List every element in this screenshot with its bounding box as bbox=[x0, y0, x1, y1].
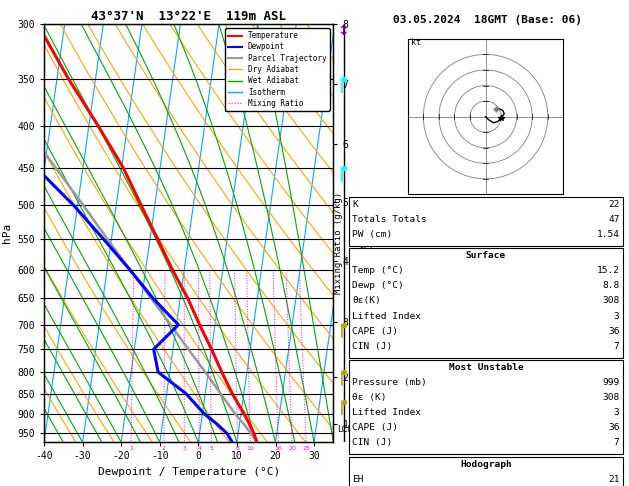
Text: Pressure (mb): Pressure (mb) bbox=[352, 378, 427, 387]
Text: 308: 308 bbox=[603, 296, 620, 306]
Text: 8.8: 8.8 bbox=[603, 281, 620, 291]
Text: Most Unstable: Most Unstable bbox=[448, 363, 523, 372]
Text: 1: 1 bbox=[129, 447, 133, 451]
Text: 1.54: 1.54 bbox=[596, 230, 620, 239]
Text: 999: 999 bbox=[603, 378, 620, 387]
Text: EH: EH bbox=[352, 475, 364, 484]
Text: 10: 10 bbox=[247, 447, 254, 451]
Text: 7: 7 bbox=[614, 438, 620, 448]
Text: θε(K): θε(K) bbox=[352, 296, 381, 306]
Legend: Temperature, Dewpoint, Parcel Trajectory, Dry Adiabat, Wet Adiabat, Isotherm, Mi: Temperature, Dewpoint, Parcel Trajectory… bbox=[225, 28, 330, 111]
Text: 3: 3 bbox=[182, 447, 186, 451]
Text: 36: 36 bbox=[608, 327, 620, 336]
Text: 8: 8 bbox=[235, 447, 240, 451]
Text: © weatheronline.co.uk: © weatheronline.co.uk bbox=[431, 467, 544, 476]
Text: K: K bbox=[352, 200, 358, 209]
Text: CIN (J): CIN (J) bbox=[352, 438, 392, 448]
Text: 22: 22 bbox=[608, 200, 620, 209]
Text: 20: 20 bbox=[288, 447, 296, 451]
Text: 03.05.2024  18GMT (Base: 06): 03.05.2024 18GMT (Base: 06) bbox=[393, 15, 582, 25]
Text: 308: 308 bbox=[603, 393, 620, 402]
Text: 2: 2 bbox=[162, 447, 166, 451]
Text: 3: 3 bbox=[614, 408, 620, 417]
Text: 21: 21 bbox=[608, 475, 620, 484]
Text: Surface: Surface bbox=[466, 251, 506, 260]
Text: CAPE (J): CAPE (J) bbox=[352, 423, 398, 433]
Text: PW (cm): PW (cm) bbox=[352, 230, 392, 239]
Text: 25: 25 bbox=[302, 447, 310, 451]
Title: 43°37'N  13°22'E  119m ASL: 43°37'N 13°22'E 119m ASL bbox=[91, 10, 286, 23]
Text: CIN (J): CIN (J) bbox=[352, 342, 392, 351]
Text: Dewp (°C): Dewp (°C) bbox=[352, 281, 404, 291]
Text: kt: kt bbox=[411, 38, 421, 47]
Y-axis label: hPa: hPa bbox=[2, 223, 12, 243]
Text: Hodograph: Hodograph bbox=[460, 460, 512, 469]
Text: Temp (°C): Temp (°C) bbox=[352, 266, 404, 276]
Text: Lifted Index: Lifted Index bbox=[352, 312, 421, 321]
Text: 4: 4 bbox=[198, 447, 201, 451]
Text: 15.2: 15.2 bbox=[596, 266, 620, 276]
Text: Mixing Ratio (g/kg): Mixing Ratio (g/kg) bbox=[334, 192, 343, 294]
Text: ↕: ↕ bbox=[337, 24, 348, 38]
Text: 7: 7 bbox=[614, 342, 620, 351]
Text: θε (K): θε (K) bbox=[352, 393, 387, 402]
Text: 47: 47 bbox=[608, 215, 620, 224]
Text: LCL: LCL bbox=[338, 425, 353, 434]
Text: 5: 5 bbox=[209, 447, 213, 451]
Text: 36: 36 bbox=[608, 423, 620, 433]
Text: Lifted Index: Lifted Index bbox=[352, 408, 421, 417]
Text: 3: 3 bbox=[614, 312, 620, 321]
Y-axis label: km
ASL: km ASL bbox=[359, 233, 377, 255]
Text: 16: 16 bbox=[274, 447, 282, 451]
Text: CAPE (J): CAPE (J) bbox=[352, 327, 398, 336]
Text: Totals Totals: Totals Totals bbox=[352, 215, 427, 224]
X-axis label: Dewpoint / Temperature (°C): Dewpoint / Temperature (°C) bbox=[97, 467, 280, 477]
